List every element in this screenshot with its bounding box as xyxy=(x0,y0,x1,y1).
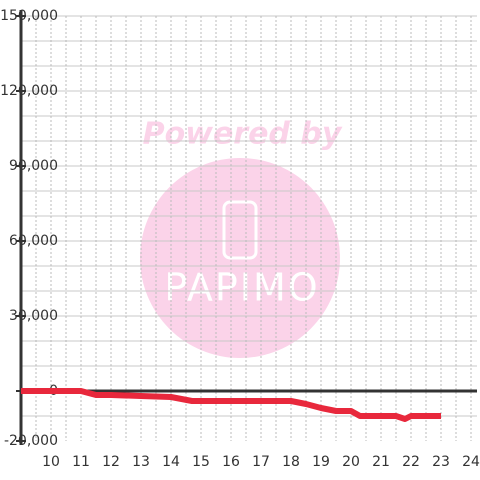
x-tick-label: 11 xyxy=(72,454,90,470)
y-tick-label: 60,000 xyxy=(9,233,58,249)
y-tick-label: 150,000 xyxy=(0,8,58,24)
x-tick-label: 20 xyxy=(342,454,360,470)
x-tick-label: 15 xyxy=(192,454,210,470)
x-tick-label: 16 xyxy=(222,454,240,470)
x-tick-label: 14 xyxy=(162,454,180,470)
y-tick-label: 120,000 xyxy=(0,83,58,99)
x-tick-label: 23 xyxy=(432,454,450,470)
y-tick-label: 90,000 xyxy=(9,158,58,174)
x-tick-label: 21 xyxy=(372,454,390,470)
x-tick-label: 24 xyxy=(462,454,480,470)
x-tick-label: 22 xyxy=(402,454,420,470)
watermark-brand: PAPIMO xyxy=(164,266,319,310)
line-series xyxy=(21,388,441,422)
x-tick-label: 12 xyxy=(102,454,120,470)
watermark-icon xyxy=(222,200,258,260)
y-tick-label: -20,000 xyxy=(4,433,58,449)
x-tick-label: 18 xyxy=(282,454,300,470)
y-tick-label: 30,000 xyxy=(9,308,58,324)
watermark-text: Powered by xyxy=(143,117,343,152)
x-tick-label: 17 xyxy=(252,454,270,470)
watermark: Powered by PAPIMO xyxy=(140,117,343,358)
x-tick-label: 10 xyxy=(42,454,60,470)
x-tick-label: 13 xyxy=(132,454,150,470)
x-tick-label: 19 xyxy=(312,454,330,470)
